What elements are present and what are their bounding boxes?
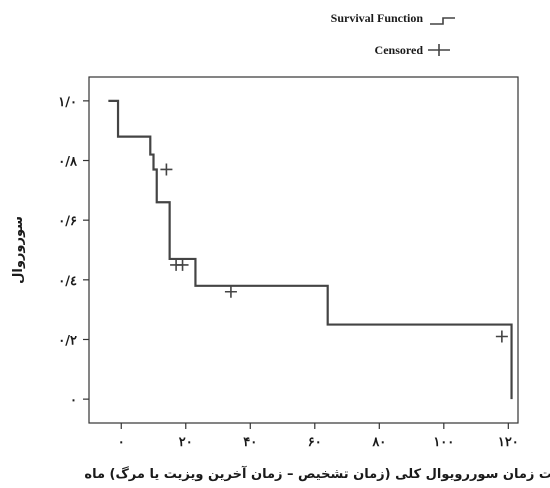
x-tick-label: ۲۰ (179, 435, 193, 450)
x-tick-label: ۰ (118, 435, 125, 450)
censored-marker (495, 330, 508, 343)
y-tick-label: ۱/۰ (58, 95, 77, 110)
y-tick-label: ۰/۸ (58, 155, 78, 170)
series-layer (108, 99, 513, 400)
censored-marker (176, 258, 189, 271)
y-axis-title: سوروروال (11, 216, 26, 284)
y-tick-label: ۰ (70, 393, 77, 408)
legend-swatch-survival (430, 17, 455, 25)
legend-label-survival: Survival Function (331, 11, 424, 25)
survival-function-line (108, 99, 513, 400)
x-tick-label: ۱۰۰ (433, 435, 454, 450)
y-tick-label: ۰/۶ (58, 214, 77, 229)
x-tick-label: ۱۲۰ (498, 435, 519, 450)
x-tick-label: ۸۰ (371, 435, 386, 450)
plot-frame (88, 76, 519, 424)
x-axis: ۰ ۲۰ ۴۰ ۶۰ ۸۰ ۱۰۰ ۱۲۰ (118, 423, 519, 450)
x-tick-label: ۶۰ (308, 435, 322, 450)
y-axis: ۰ ۰/۲ ۰/٤ ۰/۶ ۰/۸ ۱/۰ (58, 95, 89, 408)
legend-label-censored: Censored (375, 43, 424, 57)
y-tick-label: ۰/٤ (58, 274, 77, 289)
legend: Survival Function Censored (331, 11, 455, 57)
x-tick-label: ۴۰ (243, 435, 257, 450)
y-tick-label: ۰/۲ (58, 333, 77, 348)
legend-swatch-censored (428, 44, 450, 56)
censored-marker (224, 285, 237, 298)
x-axis-title: مدت زمان سوررویوال کلی (زمان تشخیص – زما… (84, 465, 550, 482)
censored-marker (160, 163, 173, 176)
